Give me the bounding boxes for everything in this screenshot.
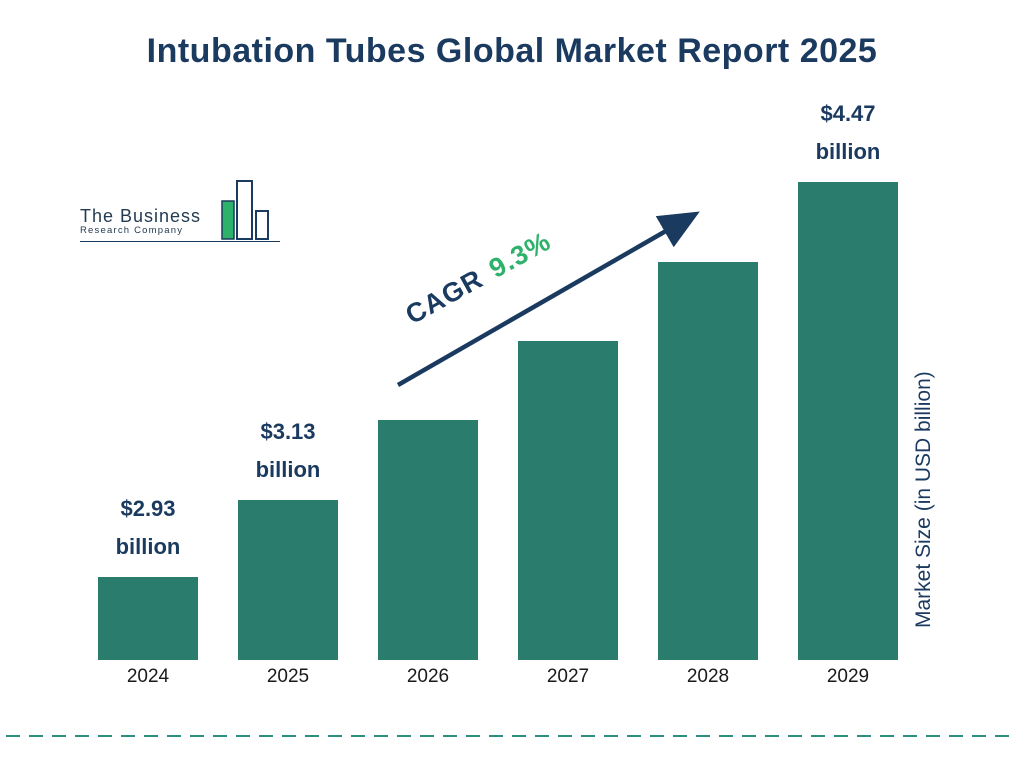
year-label-2025: 2025 [266, 666, 310, 687]
company-logo-name: The Business [80, 206, 202, 227]
value-unit: billion [115, 533, 181, 559]
bar-2024 [98, 577, 198, 660]
company-logo-bars-icon [221, 180, 269, 240]
company-logo: The Business Research Company [80, 178, 280, 242]
value-amount: $3.13 [260, 419, 316, 445]
bar-2025 [238, 500, 338, 660]
cagr-annotation: CAGR9.3% [400, 226, 556, 331]
value-label-2025: $3.13 billion [208, 413, 368, 488]
bottom-dashed-divider [6, 735, 1018, 737]
value-amount: $2.93 [120, 496, 176, 522]
year-label-2027: 2027 [546, 666, 590, 687]
value-amount: $4.47 [820, 101, 876, 127]
company-logo-text: The Business Research Company [80, 207, 201, 236]
bar-2027 [518, 341, 618, 660]
bar-2026 [378, 420, 478, 660]
value-unit: billion [815, 138, 881, 164]
page-title: Intubation Tubes Global Market Report 20… [146, 32, 878, 70]
bar-2029 [798, 182, 898, 660]
year-label-2029: 2029 [826, 666, 870, 687]
value-unit: billion [255, 456, 321, 482]
company-logo-baseline [80, 241, 280, 242]
y-axis-label: Market Size (in USD billion) [912, 371, 935, 629]
cagr-value: 9.3% [484, 225, 556, 284]
cagr-label: CAGR [400, 263, 489, 331]
year-label-2024: 2024 [126, 666, 170, 687]
value-label-2029: $4.47 billion [768, 95, 928, 170]
year-label-2026: 2026 [406, 666, 450, 687]
year-label-2028: 2028 [686, 666, 730, 687]
company-logo-subname: Research Company [80, 225, 184, 237]
bar-2028 [658, 262, 758, 660]
value-label-2024: $2.93 billion [68, 490, 228, 565]
